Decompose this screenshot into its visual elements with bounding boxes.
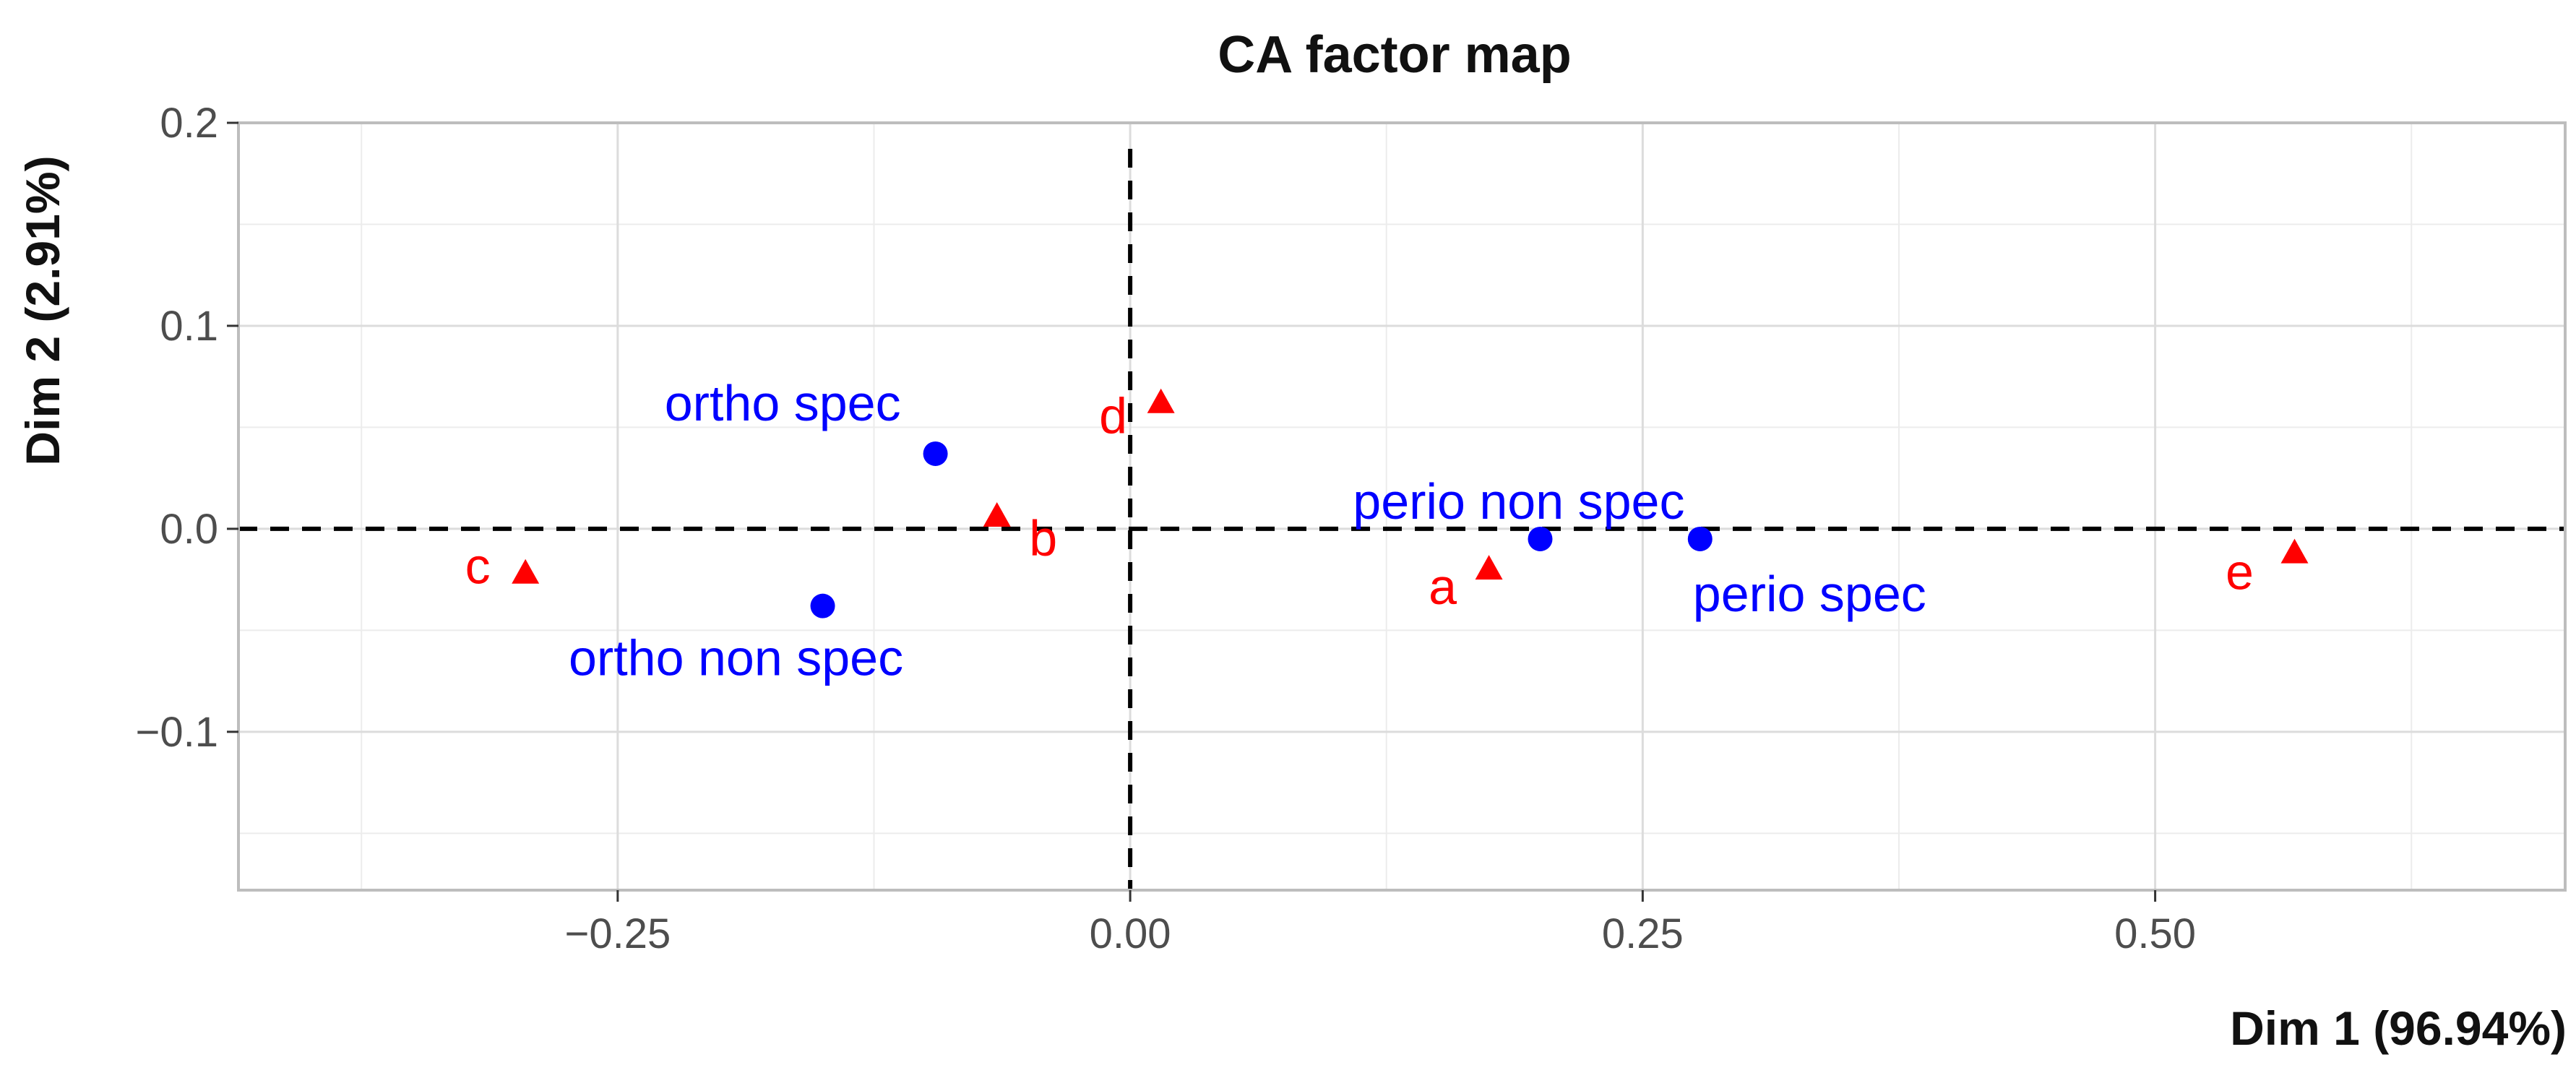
- point-perio-spec-marker: [1687, 526, 1713, 551]
- data-points: ortho spec ortho non spec perio non specpe…: [465, 375, 2309, 686]
- point-a-label: a: [1429, 559, 1457, 615]
- point-d-marker: [1147, 388, 1175, 413]
- x-tick-label: 0.25: [1602, 910, 1684, 957]
- point-ortho-non-spec-label: ortho non spec: [569, 630, 903, 686]
- x-tick-label: 0.50: [2114, 910, 2196, 957]
- reference-lines: [238, 149, 2565, 890]
- x-tick-label: −0.25: [564, 910, 671, 957]
- point-e-marker: [2280, 538, 2309, 564]
- point-ortho-spec-marker: [923, 441, 948, 466]
- point-perio-spec-label: perio spec: [1693, 566, 1926, 622]
- point-perio-non-spec-label: perio non spec: [1353, 473, 1684, 530]
- point-d-label: d: [1099, 388, 1127, 444]
- y-tick-label: 0.1: [160, 303, 218, 350]
- y-tick-label: 0.2: [160, 100, 218, 147]
- y-axis-title: Dim 2 (2.91%): [16, 155, 69, 465]
- chart-title: CA factor map: [1218, 26, 1571, 84]
- y-tick-label: 0.0: [160, 506, 218, 553]
- point-ortho-non-spec-marker: [810, 593, 835, 618]
- point-c-marker: [512, 559, 540, 584]
- plot-panel: [237, 121, 2567, 892]
- point-e-label: e: [2226, 544, 2254, 600]
- point-ortho-spec-label: ortho spec: [665, 375, 901, 431]
- point-b-marker: [983, 502, 1011, 527]
- point-a-marker: [1475, 555, 1503, 580]
- axis-ticks: −0.25 0.00 0.25 0.50 −0.1 0.0 0.1 0.2: [136, 100, 2197, 957]
- point-perio-non-spec-marker: [1528, 526, 1553, 551]
- point-b-label: b: [1029, 510, 1057, 566]
- x-axis-title: Dim 1 (96.94%): [2230, 1001, 2567, 1055]
- y-tick-label: −0.1: [136, 709, 219, 756]
- x-tick-label: 0.00: [1090, 910, 1171, 957]
- point-c-label: c: [465, 538, 491, 595]
